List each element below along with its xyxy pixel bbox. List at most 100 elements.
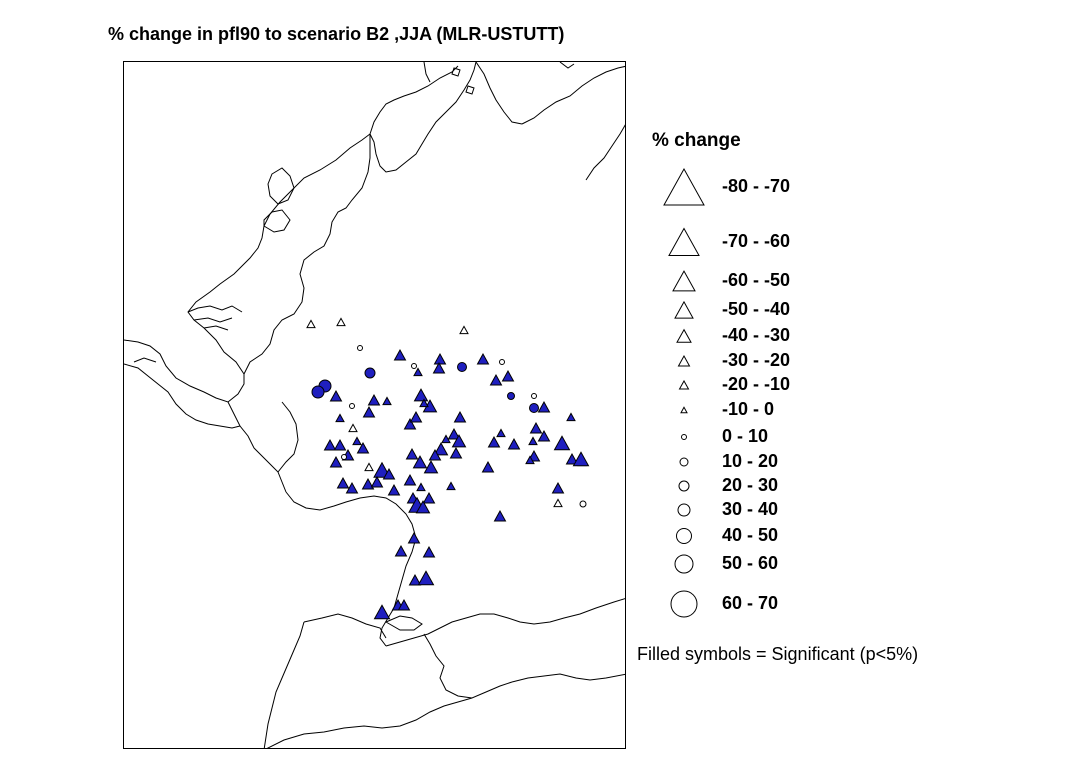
legend-label: -50 - -40 <box>722 299 791 319</box>
legend-label: -80 - -70 <box>722 176 791 196</box>
station-circle <box>499 359 505 365</box>
station-circle <box>457 362 467 372</box>
station-circle <box>341 454 347 460</box>
legend-label: 30 - 40 <box>722 499 779 519</box>
station-triangle <box>329 390 343 402</box>
station-triangle <box>565 453 579 465</box>
station-triangle <box>459 325 469 335</box>
station-triangle <box>364 462 374 472</box>
station-circle <box>357 345 363 351</box>
legend-circle-symbol <box>676 528 692 544</box>
stations-layer <box>306 317 590 620</box>
station-triangle <box>348 423 358 433</box>
station-triangle <box>387 484 401 496</box>
station-triangle <box>441 434 451 444</box>
station-triangle <box>419 398 429 408</box>
station-circle <box>579 500 587 508</box>
station-triangle <box>449 447 463 459</box>
legend-label: 20 - 30 <box>722 475 779 495</box>
station-triangle <box>433 353 447 365</box>
station-triangle <box>553 435 571 451</box>
island-1 <box>451 67 461 77</box>
station-triangle <box>529 422 543 434</box>
station-triangle <box>393 349 407 361</box>
border-ch-north <box>263 621 305 748</box>
border-at-it <box>511 673 625 683</box>
station-triangle <box>481 461 495 473</box>
legend-label: 0 - 10 <box>722 426 769 446</box>
station-triangle <box>336 477 350 489</box>
legend-label: 10 - 20 <box>722 451 779 471</box>
border-de-cz <box>585 124 625 181</box>
legend-title: % change <box>652 130 741 151</box>
island-3 <box>559 62 575 69</box>
station-triangle <box>306 319 316 329</box>
station-triangle <box>412 455 428 469</box>
small-border <box>133 357 157 363</box>
station-triangle <box>453 411 467 423</box>
station-triangle <box>394 545 408 557</box>
station-triangle <box>423 460 439 474</box>
station-triangle <box>336 317 346 327</box>
station-triangle <box>537 430 551 442</box>
legend-circle-symbol <box>681 434 687 440</box>
station-triangle <box>433 442 449 456</box>
legend-label: -70 - -60 <box>722 231 791 251</box>
station-triangle <box>408 574 422 586</box>
legend-triangle-symbol <box>680 406 688 414</box>
border-ch-de <box>303 613 387 639</box>
station-triangle <box>537 401 551 413</box>
station-triangle <box>382 396 392 406</box>
ijsselmeer <box>267 167 295 205</box>
legend-triangle-symbol <box>676 328 692 343</box>
legend-label: 60 - 70 <box>722 593 779 613</box>
station-triangle <box>501 370 515 382</box>
station-triangle <box>451 434 467 448</box>
station-triangle <box>493 510 507 522</box>
legend-circle-symbol <box>674 554 694 574</box>
map-panel <box>123 61 626 749</box>
station-triangle <box>572 451 590 467</box>
station-triangle <box>422 492 436 504</box>
station-triangle <box>323 439 337 451</box>
station-circle <box>507 392 515 400</box>
station-triangle <box>476 353 490 365</box>
border-ch-at <box>423 633 513 699</box>
station-triangle <box>329 456 343 468</box>
station-triangle <box>525 455 535 465</box>
legend-label: -30 - -20 <box>722 350 791 370</box>
border-lux <box>277 401 299 473</box>
station-triangle <box>487 436 501 448</box>
station-triangle <box>361 478 375 490</box>
station-circle <box>311 385 325 399</box>
station-triangle <box>447 428 461 440</box>
border-ch-it <box>266 697 473 748</box>
station-triangle <box>407 532 421 544</box>
legend-circle-symbol <box>677 503 691 517</box>
map-title: % change in pfl90 to scenario B2 ,JJA (M… <box>108 24 565 44</box>
station-triangle <box>413 367 423 377</box>
legend-circle-symbol <box>678 480 690 492</box>
legend-circle-symbol <box>679 457 689 467</box>
station-triangle <box>335 413 345 423</box>
legend-label: 50 - 60 <box>722 553 779 573</box>
station-circle <box>531 393 537 399</box>
station-triangle <box>432 362 446 374</box>
station-triangle <box>507 438 521 450</box>
legend-symbols <box>663 167 705 618</box>
border-rhine-south <box>379 537 417 647</box>
coastline-inner <box>263 209 291 233</box>
station-triangle <box>403 418 417 430</box>
station-triangle <box>417 570 435 586</box>
rhine-delta <box>187 305 243 331</box>
border-nl-de <box>243 134 371 375</box>
station-circle <box>529 403 539 413</box>
legend-triangle-symbol <box>678 379 690 390</box>
map-svg <box>124 62 625 748</box>
station-triangle <box>405 448 419 460</box>
border-fr-de <box>285 491 417 539</box>
station-triangle <box>345 482 359 494</box>
coastline <box>187 65 459 375</box>
legend-label: -40 - -30 <box>722 325 791 345</box>
legend-circle-symbol <box>670 590 698 618</box>
